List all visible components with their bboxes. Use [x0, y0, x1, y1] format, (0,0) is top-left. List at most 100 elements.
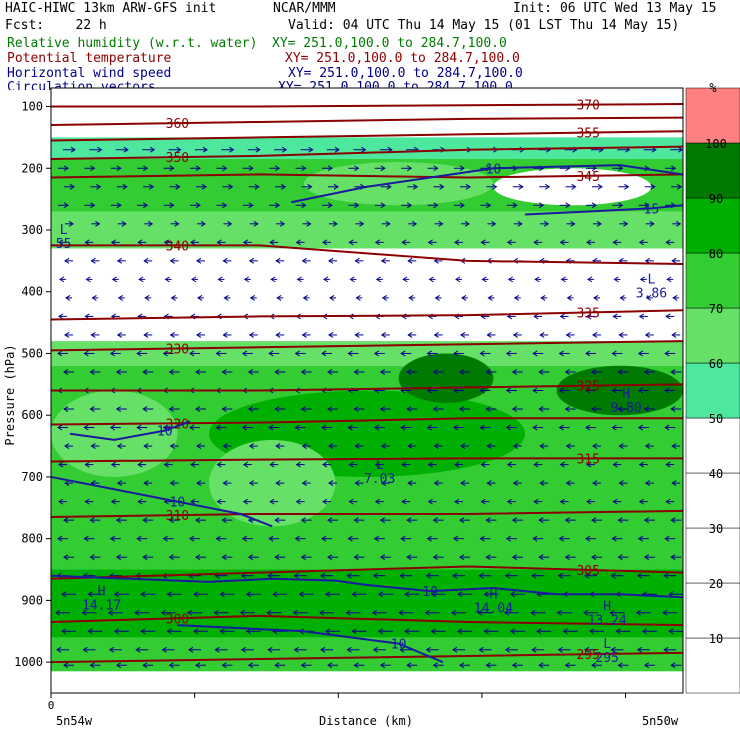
vector-arrow — [665, 498, 675, 505]
vector-head — [624, 183, 630, 190]
vector-head — [486, 202, 492, 209]
vector-arrow — [138, 276, 146, 283]
theta-label: 335 — [576, 306, 599, 321]
x-axis-title: Distance (km) — [319, 714, 413, 728]
vector-arrow — [479, 424, 491, 431]
vector-arrow — [404, 109, 422, 116]
vector-head — [140, 591, 146, 598]
vector-arrow — [457, 591, 472, 598]
vector-head — [591, 517, 597, 524]
vector-head — [506, 498, 513, 505]
vector-arrow — [189, 350, 200, 357]
vector-head — [274, 406, 280, 412]
vector-head — [322, 239, 328, 246]
vector-head — [380, 443, 387, 449]
wind-contour-1 — [50, 475, 273, 528]
vector-head — [57, 350, 63, 357]
vector-head — [404, 591, 410, 598]
vector-head — [275, 257, 281, 264]
vector-head — [425, 572, 431, 579]
vector-head — [90, 443, 96, 449]
vector-head — [409, 91, 416, 98]
y-tick-label: 200 — [21, 161, 43, 175]
vector-arrow — [240, 128, 256, 135]
vector-arrow — [269, 165, 281, 172]
vector-head — [436, 91, 442, 98]
vector-head — [189, 350, 195, 357]
vector-head — [664, 535, 670, 542]
vector-arrow — [64, 257, 73, 264]
vector-head — [643, 517, 650, 524]
vector-head — [400, 535, 406, 542]
colorbar-unit: % — [709, 81, 717, 95]
y-tick-label: 700 — [21, 470, 43, 484]
vector-head — [109, 535, 116, 542]
vector-arrow — [169, 443, 179, 449]
vector-arrow — [223, 294, 231, 301]
vector-head — [485, 517, 491, 524]
vector-arrow — [430, 628, 446, 635]
vector-arrow — [668, 109, 686, 116]
vector-head — [63, 554, 69, 561]
vector-head — [644, 480, 651, 487]
vector-head — [411, 220, 418, 227]
vector-arrow — [348, 239, 358, 246]
vector-head — [374, 239, 381, 246]
vector-arrow — [401, 498, 411, 505]
vector-arrow — [116, 480, 126, 487]
vector-head — [532, 350, 538, 357]
vector-head — [228, 183, 234, 190]
vector-arrow — [371, 91, 389, 98]
vector-head — [592, 332, 598, 338]
vector-head — [149, 146, 156, 153]
vector-head — [298, 591, 304, 598]
vector-head — [151, 109, 158, 116]
vector-arrow — [638, 239, 648, 246]
vector-head — [143, 332, 149, 338]
vector-head — [58, 498, 64, 505]
vector-head — [301, 332, 307, 338]
vector-head — [136, 535, 142, 542]
vector-head — [82, 646, 88, 653]
vector-arrow — [294, 350, 306, 357]
vector-arrow — [354, 257, 364, 264]
vector-arrow — [135, 646, 149, 653]
vector-head — [618, 332, 624, 338]
theta-label: 315 — [576, 452, 599, 467]
vector-arrow — [322, 239, 331, 246]
vector-head — [585, 387, 591, 394]
vector-head — [584, 572, 590, 579]
vector-arrow — [81, 609, 97, 616]
vector-head — [89, 662, 95, 669]
vector-arrow — [322, 498, 331, 505]
vector-head — [372, 646, 379, 653]
vector-arrow — [115, 369, 127, 375]
vector-head — [221, 554, 227, 561]
vector-head — [664, 350, 670, 357]
vector-arrow — [355, 294, 363, 301]
vector-head — [591, 406, 597, 412]
vector-arrow — [509, 591, 525, 598]
vector-head — [354, 332, 360, 338]
vector-arrow — [168, 662, 180, 669]
vector-head — [134, 609, 140, 616]
vector-head — [327, 554, 333, 561]
vector-head — [559, 239, 565, 246]
vector-head — [511, 662, 518, 669]
vector-head — [505, 535, 512, 542]
vector-head — [645, 294, 652, 301]
y-tick-label: 800 — [21, 532, 43, 546]
theta-contour-330 — [50, 340, 684, 352]
vector-arrow — [513, 220, 523, 227]
vector-head — [662, 609, 668, 616]
vector-arrow — [538, 662, 550, 669]
vector-head — [57, 535, 63, 542]
vector-arrow — [354, 443, 364, 449]
vector-head — [89, 406, 95, 412]
vector-arrow — [539, 443, 549, 449]
vector-arrow — [398, 91, 416, 98]
wind-contour-0 — [50, 574, 684, 599]
vector-head — [225, 91, 231, 98]
vector-head — [300, 369, 306, 375]
vector-arrow — [142, 146, 156, 153]
